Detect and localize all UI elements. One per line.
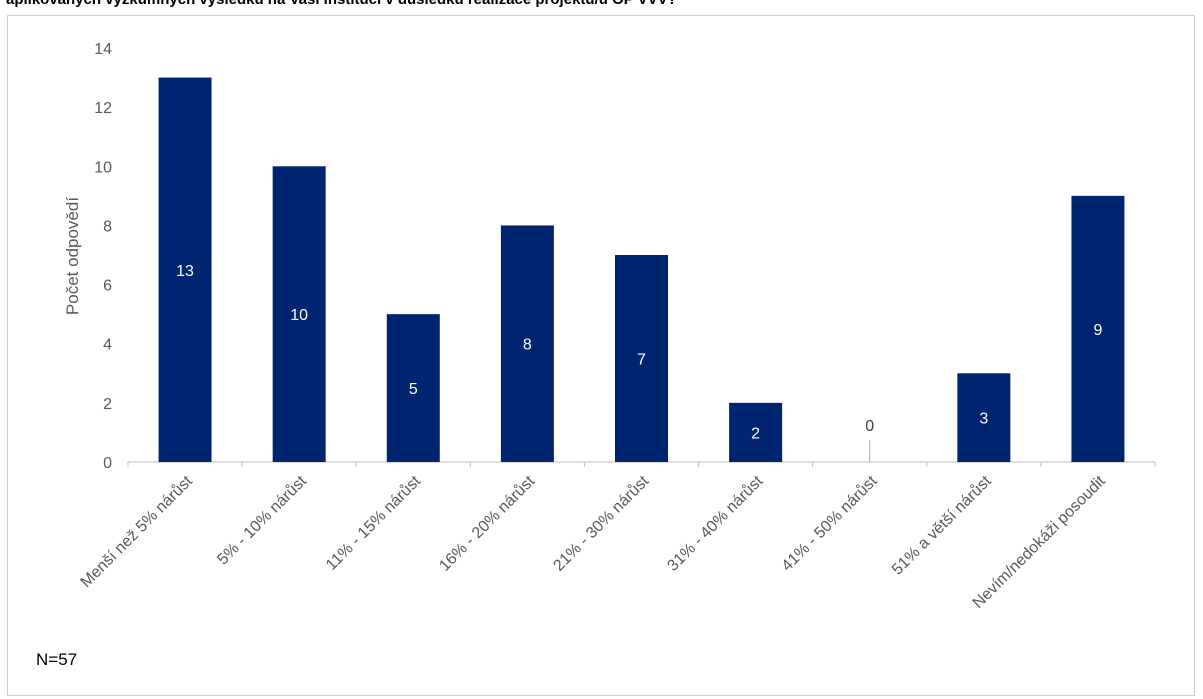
data-label: 3 <box>979 411 988 428</box>
bar <box>386 314 440 462</box>
sample-size-note: N=57 <box>36 650 78 669</box>
y-tick-label: 6 <box>103 278 112 295</box>
x-tick-labels: Menší než 5% nárůst 5% - 10% nárůst 11% - … <box>77 472 1109 612</box>
data-label: 9 <box>1093 322 1102 339</box>
x-tick-label: Menší než 5% nárůst <box>77 472 196 591</box>
y-tick-label: 0 <box>103 455 112 472</box>
bar <box>158 77 212 463</box>
bar <box>729 402 783 462</box>
y-tick-label: 2 <box>103 396 112 413</box>
x-tick-label: Nevím/nedokáži posoudit <box>970 472 1109 611</box>
data-label: 5 <box>409 381 418 398</box>
bar <box>272 166 326 463</box>
data-label: 13 <box>176 263 194 280</box>
x-tick-label: 16% - 20% nárůst <box>436 472 539 575</box>
x-tick-label: 31% - 40% nárůst <box>664 472 767 575</box>
data-label: 7 <box>637 352 646 369</box>
y-tick-labels: 0 2 4 6 8 10 12 14 <box>94 41 112 472</box>
data-label: 8 <box>523 337 532 354</box>
x-tick-label: 11% - 15% nárůst <box>322 472 424 574</box>
x-tick-label: 5% - 10% nárůst <box>214 472 311 569</box>
y-tick-label: 10 <box>94 159 112 176</box>
x-tick-label: 51% a větší nárůst <box>888 472 995 579</box>
bar <box>1071 195 1125 462</box>
x-tick-label: 41% - 50% nárůst <box>778 472 881 575</box>
x-tick-label: 21% - 30% nárůst <box>550 472 653 575</box>
y-tick-label: 12 <box>94 100 112 117</box>
bar <box>500 225 554 462</box>
y-tick-label: 4 <box>103 337 112 354</box>
y-axis-label: Počet odpovědí <box>63 197 82 315</box>
axes <box>127 461 1156 467</box>
bars <box>158 77 1125 463</box>
data-label: 0 <box>865 418 874 435</box>
chart-frame <box>7 15 1195 696</box>
bar <box>615 255 668 462</box>
data-label: 10 <box>290 307 308 324</box>
y-tick-label: 14 <box>94 41 112 58</box>
data-label: 2 <box>751 425 760 442</box>
data-labels: 13 10 5 8 7 2 0 3 9 <box>176 263 1102 462</box>
bar <box>957 373 1011 462</box>
chart-title: aplikovaných výzkumných výsledků na Vaší… <box>6 0 1196 8</box>
y-tick-label: 8 <box>103 218 112 235</box>
